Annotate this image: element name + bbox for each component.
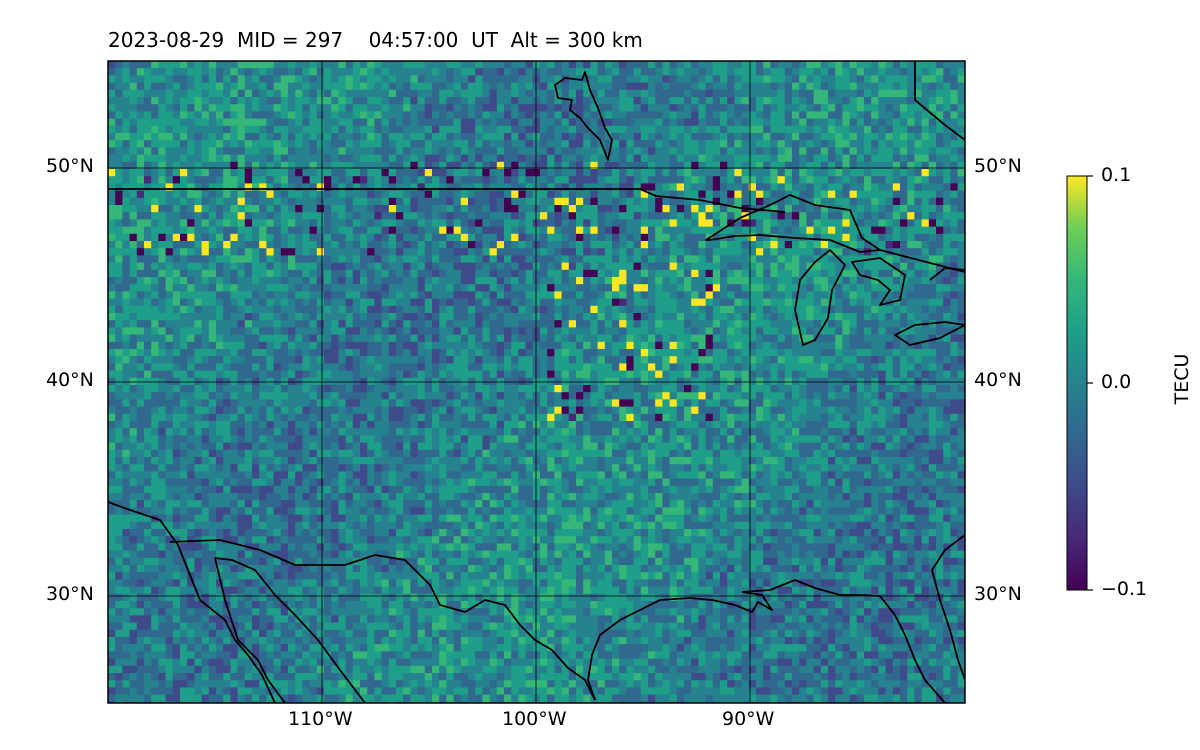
labrador-coast	[914, 61, 965, 141]
gulf-coast-texas	[587, 591, 773, 701]
lon-label-110w: 110°W	[288, 708, 353, 730]
gulf-coast-east	[741, 579, 946, 703]
lake-huron	[851, 257, 906, 306]
lake-michigan	[794, 249, 846, 346]
lon-label-100w: 100°W	[502, 708, 567, 730]
lat-label-30n-left: 30°N	[46, 583, 94, 605]
mexico-border	[169, 539, 596, 701]
lat-label-40n-right: 40°N	[974, 369, 1022, 391]
lake-ontario	[929, 267, 965, 281]
atlantic-coast	[931, 534, 965, 681]
colorbar-tick-min: −0.1	[1101, 578, 1148, 600]
great-lakes-east	[879, 249, 965, 273]
map-border	[107, 60, 966, 704]
colorbar-tick-zero: 0.0	[1101, 371, 1132, 393]
colorbar-ticks	[1087, 175, 1093, 591]
hudson-bay-island	[554, 71, 613, 161]
gridlines	[108, 61, 965, 703]
baja-peninsula	[214, 557, 286, 703]
baja-california	[214, 557, 366, 703]
lake-erie	[894, 321, 965, 346]
pacific-coast	[108, 501, 276, 703]
colorbar	[1066, 175, 1088, 591]
us-canada-border	[108, 188, 786, 213]
colorbar-tick-max: 0.1	[1101, 164, 1132, 186]
colorbar-label: TECU	[1171, 353, 1193, 405]
coastlines	[108, 61, 965, 703]
lat-label-40n-left: 40°N	[46, 369, 94, 391]
tec-pixel-field	[108, 61, 965, 703]
lat-label-50n-right: 50°N	[974, 155, 1022, 177]
lon-label-90w: 90°W	[722, 708, 775, 730]
lat-label-50n-left: 50°N	[46, 155, 94, 177]
lat-label-30n-right: 30°N	[974, 583, 1022, 605]
map-title: 2023-08-29 MID = 297 04:57:00 UT Alt = 3…	[108, 28, 643, 52]
